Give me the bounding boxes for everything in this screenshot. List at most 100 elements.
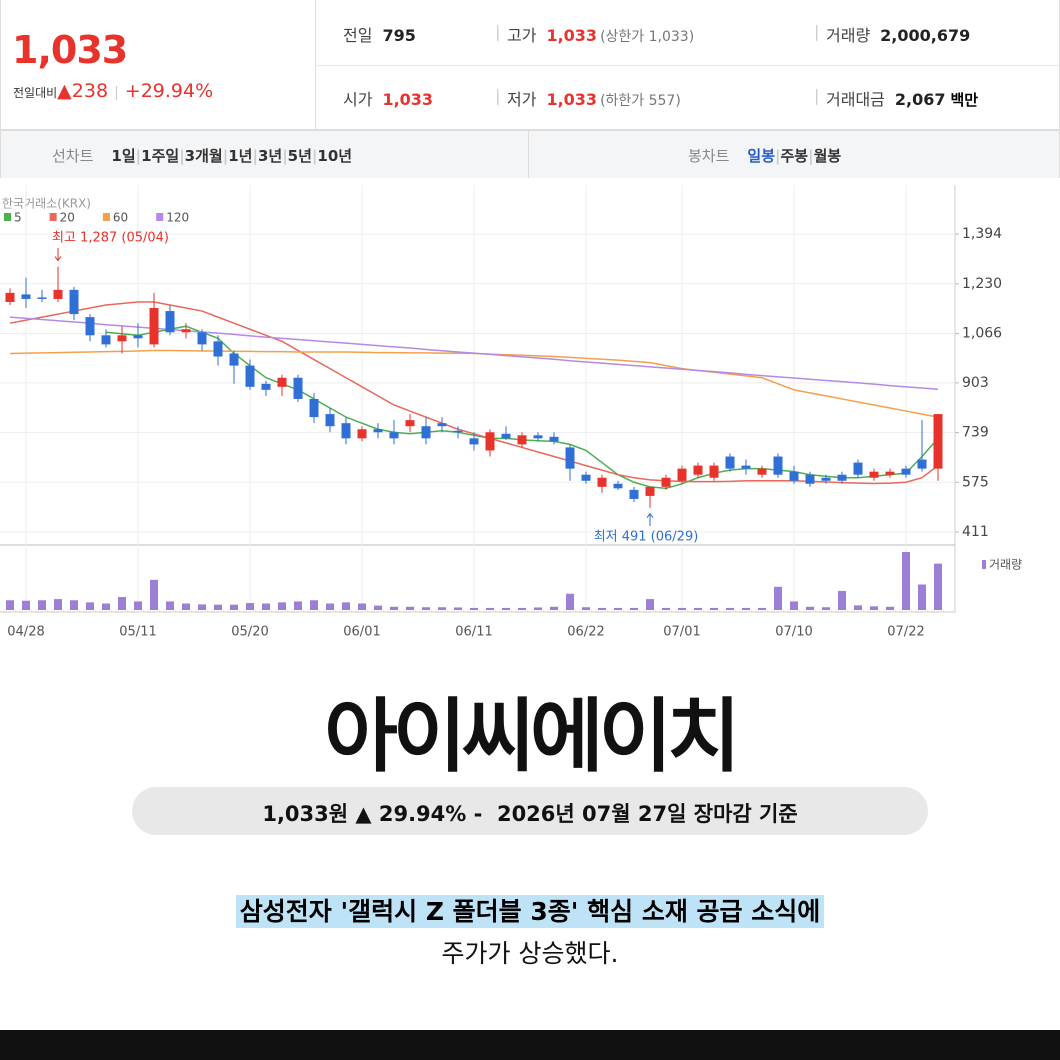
volume-bar [854,605,862,610]
x-tick-label: 04/28 [7,625,44,640]
quote-field: | 거래대금 2,067 백만 [814,86,979,110]
candle-body [757,468,767,475]
tab[interactable]: 1년 [228,147,253,165]
legend-label: 120 [166,211,189,225]
field-label: 거래대금 [826,90,885,109]
candle-body [261,383,271,390]
volume-bar [646,599,654,610]
volume-bar [582,607,590,610]
volume-bar [310,600,318,610]
candle-body [5,292,15,302]
candle-body [581,474,591,481]
tab[interactable]: 1주일 [141,147,180,165]
candle-body [645,486,655,496]
volume-bar [246,603,254,610]
candle-body [181,329,191,333]
arrow [646,512,654,526]
field-unit: 백만 [950,91,979,109]
candle-body [597,477,607,487]
body-line: 삼성전자 '갤럭시 Z 폴더블 3종' 핵심 소재 공급 소식에 [0,892,1060,928]
candle-body [501,433,511,439]
quote-field: 시가 1,033 [343,86,433,110]
candle-body [229,353,239,366]
candle-body [469,438,479,445]
volume-bar [406,606,414,610]
field-value: 2,067 [894,90,946,109]
x-tick-label: 07/10 [775,625,812,640]
volume-bar [726,607,734,610]
legend-key [4,213,11,221]
y-tick-label: 1,394 [962,226,1002,242]
quote-field: | 고가 1,033 (상한가 1,033) [495,22,694,46]
tab[interactable]: 5년 [287,147,312,165]
volume-bar [918,584,926,610]
candle-body [117,335,127,342]
candle-body [405,420,415,427]
x-tick-label: 05/11 [119,625,156,640]
volume-bar [822,607,830,610]
candle-body [837,474,847,481]
candle-body [197,332,207,345]
tab[interactable]: 3개월 [184,147,223,165]
volume-bar [502,607,510,610]
field-value: 1,033 [546,26,598,45]
tab[interactable]: 3년 [257,147,283,165]
candle-body [453,430,463,433]
candle-body [357,429,367,439]
x-tick-label: 07/01 [663,625,700,640]
y-tick-label: 903 [962,375,989,391]
volume-bar [630,607,638,610]
volume-bar [470,607,478,610]
tab[interactable]: 주봉 [780,147,809,165]
candle-body [821,477,831,481]
x-tick-label: 06/11 [455,625,492,640]
volume-bar [102,603,110,610]
divider [528,131,529,178]
volume-bar [166,601,174,610]
candle-body [389,432,399,439]
change: 238 [71,80,109,102]
candle-body [213,341,223,357]
volume-bar [870,606,878,610]
tab[interactable]: 일봉 [747,147,776,165]
candle-body [853,462,863,475]
legend-key [102,213,110,221]
ma-line [9,316,939,390]
tab[interactable]: 월봉 [813,147,842,165]
volume-bar [358,603,366,610]
volume-bar [38,600,46,610]
source: 한국거래소(KRX) [2,197,91,211]
candle-body [165,311,175,333]
volume-bar [278,602,286,610]
change-label: 전일대비 [13,86,58,100]
chart-bg [0,178,1060,660]
candle-body [693,465,703,475]
y-tick-label: 411 [962,524,989,540]
x-tick-label: 06/22 [567,625,604,640]
candle-body [101,335,111,345]
chart: 한국거래소(KRX) 거래량 1,394 1,230 1,066 903 739 575 4… [0,178,1060,660]
tab[interactable]: 10년 [317,147,353,165]
separator: | [311,147,318,165]
volume-bar [518,607,526,610]
volume-bar [294,601,302,610]
change-row: 전일대비▲238 | +29.94% [13,80,214,102]
field-note: (하한가 557) [600,93,681,109]
volume-legend-key [982,560,986,569]
candle-body [373,429,383,433]
field-label: 저가 [507,90,537,109]
volume-bar [150,579,158,610]
candle-body [21,294,31,299]
candle-body [277,377,287,387]
field-label: 거래량 [826,26,871,45]
candle-body [485,432,495,451]
field-value: 795 [382,26,416,45]
separator: | [814,86,820,105]
candle-body [725,456,735,469]
tab[interactable]: 1일 [111,147,136,165]
x-tick-label: 07/22 [887,625,924,640]
candle-body [69,289,79,315]
volume-bar [70,600,78,610]
candle-body [789,471,799,481]
candle-body [245,365,255,387]
